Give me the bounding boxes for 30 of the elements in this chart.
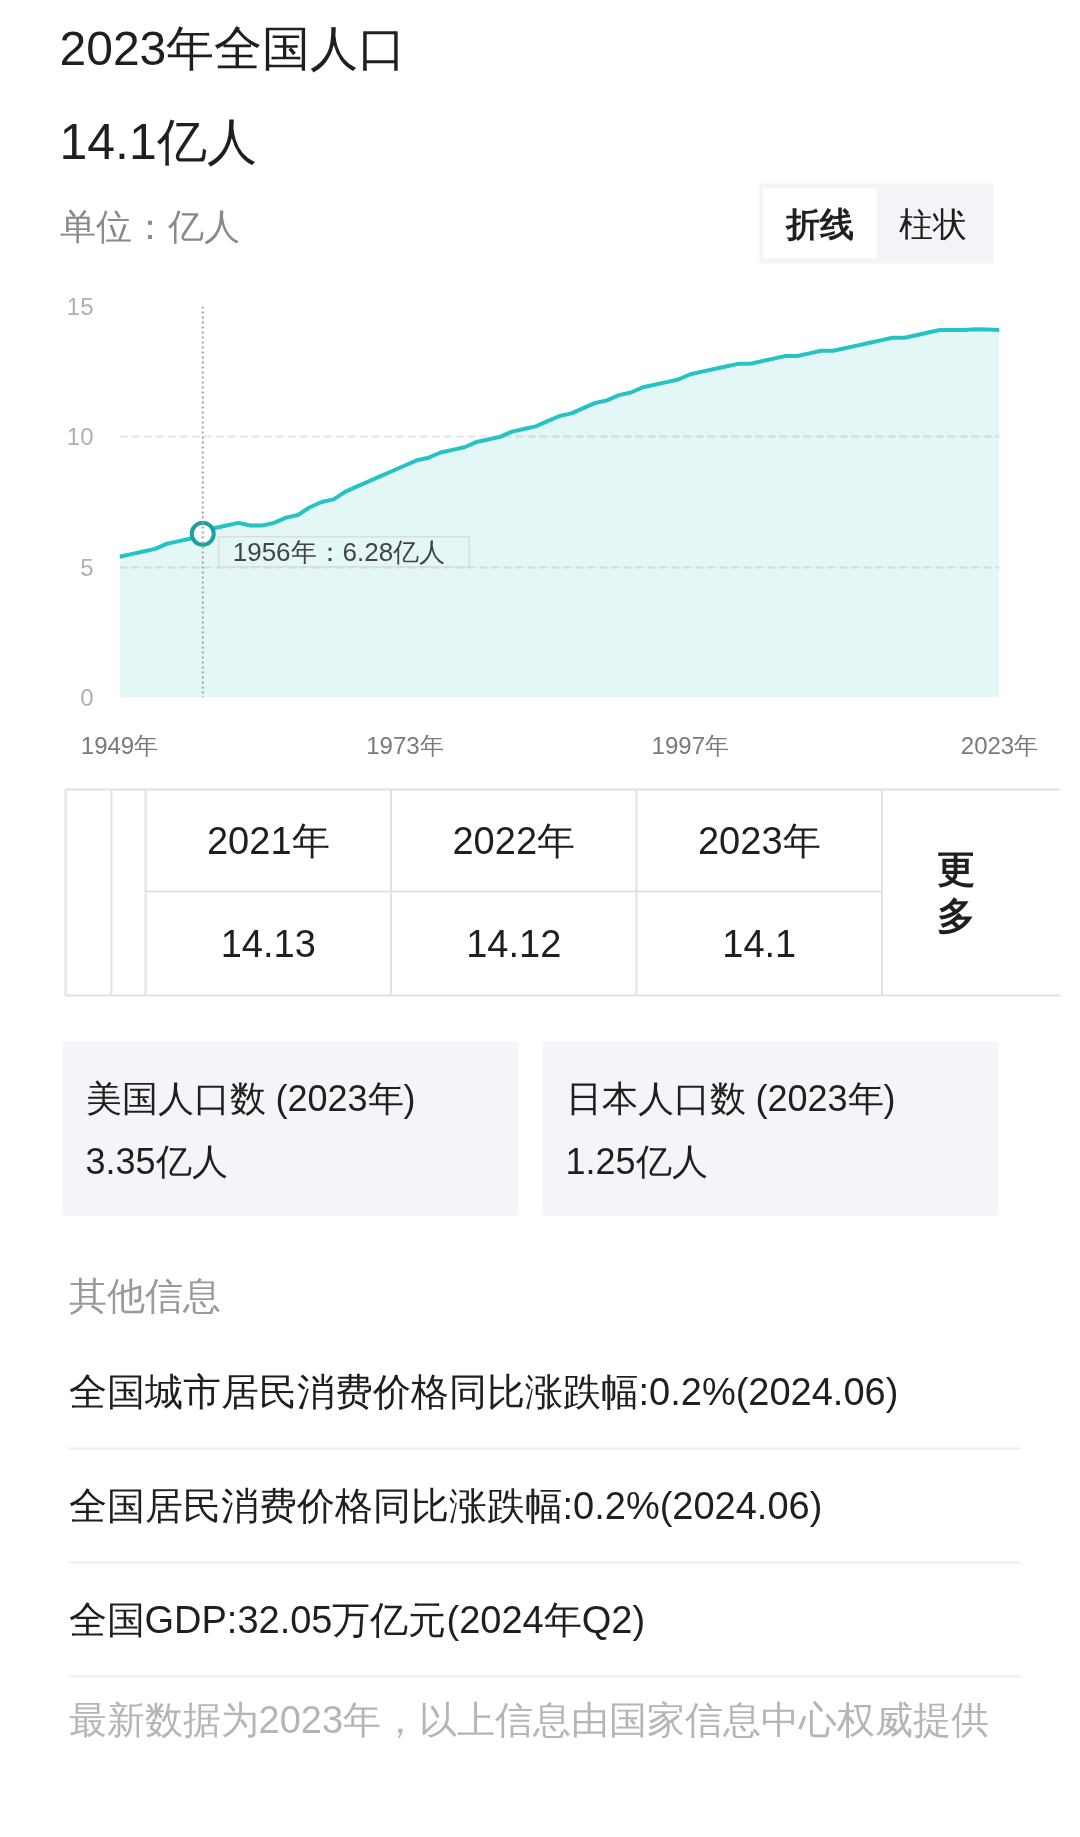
annotation: 1956年：6.28亿人: [232, 536, 446, 567]
text: 最新数据为2023年，以上信息由国家信息中心权威提供: [68, 1698, 990, 1741]
chart-title: 2023年全国人口: [59, 22, 407, 75]
x-tick-label: 1997年: [651, 731, 730, 759]
data-label: 14.12: [466, 923, 562, 965]
category-label: 2023年: [697, 819, 821, 862]
y-tick-label: 0: [80, 684, 94, 711]
x-tick-label: 1949年: [80, 731, 159, 759]
y-tick-label: 10: [66, 423, 94, 451]
x-tick-label: 1973年: [366, 731, 444, 759]
text: 折线: [784, 204, 854, 243]
text: 柱状: [899, 204, 967, 243]
x-tick-label: 2023年: [960, 731, 1039, 759]
category-label: 2022年: [452, 819, 576, 862]
data-label: 14.1: [722, 923, 797, 965]
category-label: 2021年: [206, 819, 330, 862]
y-tick-label: 5: [80, 553, 94, 581]
text: 全国GDP:32.05万亿元(2024年Q2): [68, 1598, 646, 1641]
text: 全国城市居民消费价格同比涨跌幅:0.2%(2024.06): [68, 1370, 899, 1413]
y-tick-label: 15: [66, 293, 94, 320]
y-axis-title: 单位：亿人: [59, 206, 240, 247]
text: 美国人口数 (2023年): [85, 1078, 416, 1119]
text: 更多: [937, 848, 976, 937]
text: 1.25亿人: [565, 1141, 708, 1182]
text: 3.35亿人: [85, 1141, 228, 1182]
text: 其他信息: [68, 1274, 221, 1317]
text: 全国居民消费价格同比涨跌幅:0.2%(2024.06): [68, 1484, 823, 1527]
chart-subtitle: 14.1亿人: [59, 113, 257, 170]
data-label: 14.13: [220, 923, 316, 965]
text: 日本人口数 (2023年): [565, 1078, 896, 1119]
